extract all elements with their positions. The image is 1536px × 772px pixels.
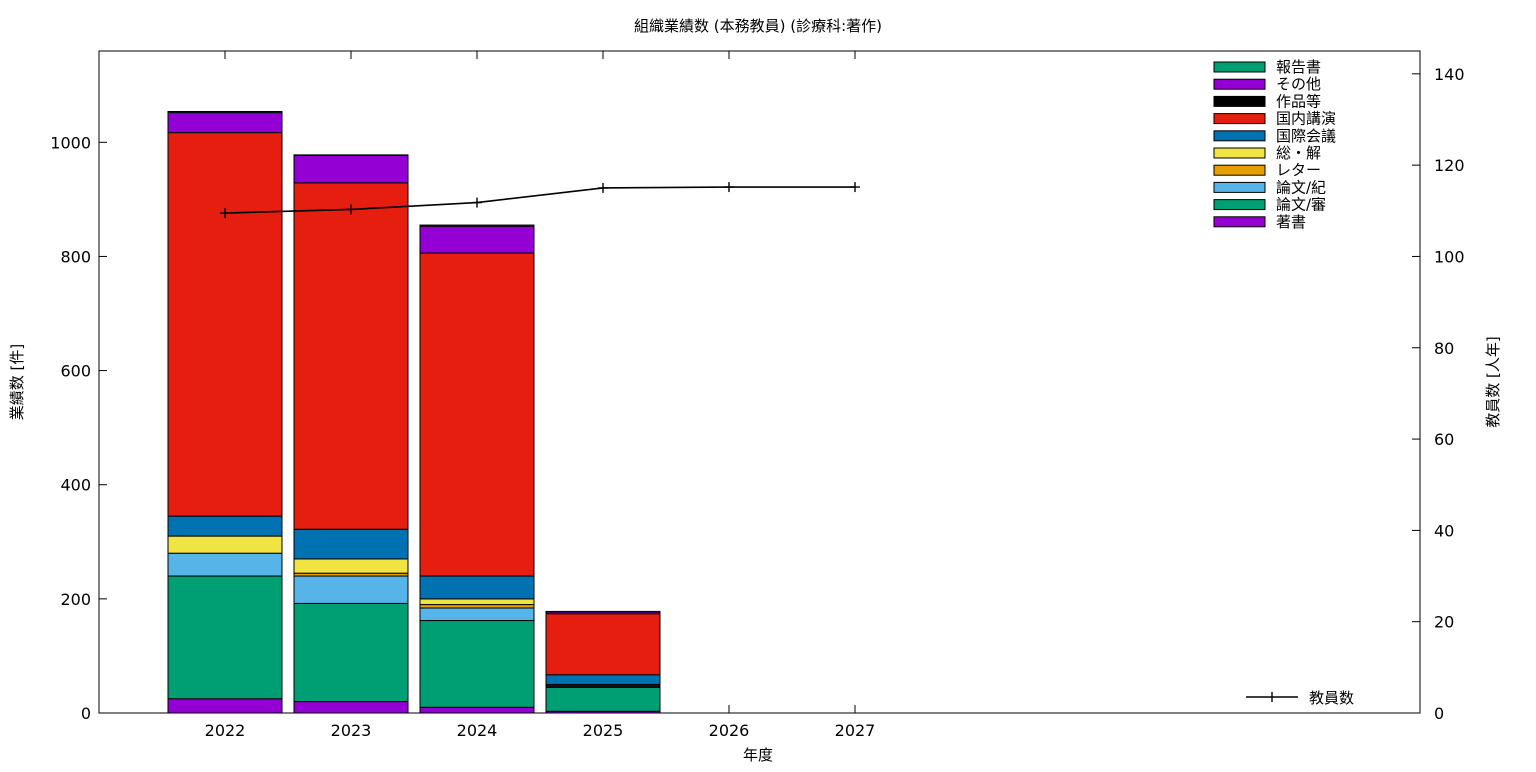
bar-segment-3 bbox=[419, 607, 535, 622]
bar-segment-5 bbox=[293, 558, 409, 574]
legend-swatch bbox=[1213, 95, 1266, 107]
y-axis-label: 業績数 [件] bbox=[8, 344, 26, 420]
bar-segment-6 bbox=[419, 575, 535, 600]
legend-swatch bbox=[1213, 78, 1266, 90]
legend-swatch bbox=[1213, 181, 1266, 193]
x-axis-label: 年度 bbox=[743, 746, 773, 764]
y-tick-label: 200 bbox=[60, 590, 91, 609]
legend-label: 論文/紀 bbox=[1276, 178, 1326, 196]
legend-swatch bbox=[1213, 130, 1266, 142]
bar-segment-2 bbox=[167, 575, 283, 700]
bar-segment-6 bbox=[545, 674, 661, 685]
legend-swatch bbox=[1213, 113, 1266, 125]
x-tick-label: 2023 bbox=[331, 721, 372, 740]
bar-segment-2 bbox=[293, 602, 409, 703]
bar-segment-7 bbox=[293, 182, 409, 530]
line-legend-label: 教員数 bbox=[1309, 689, 1354, 707]
y2-tick-label: 140 bbox=[1434, 65, 1465, 84]
bar-segment-10 bbox=[419, 224, 535, 227]
y-tick-label: 400 bbox=[60, 476, 91, 495]
y2-axis-label: 教員数 [人年] bbox=[1484, 336, 1502, 427]
bar-segment-9 bbox=[293, 154, 409, 184]
legend-swatch bbox=[1213, 216, 1266, 228]
bar-segment-1 bbox=[419, 706, 535, 714]
bar-segment-10 bbox=[167, 110, 283, 114]
bar-segment-1 bbox=[293, 701, 409, 714]
legend-label: 著書 bbox=[1276, 213, 1306, 231]
y2-tick-label: 20 bbox=[1434, 613, 1454, 632]
legend-label: 報告書 bbox=[1276, 58, 1321, 76]
line-series-path bbox=[224, 186, 855, 214]
x-tick-label: 2027 bbox=[835, 721, 876, 740]
y2-tick-label: 80 bbox=[1434, 339, 1454, 358]
legend-label: 国際会議 bbox=[1276, 127, 1336, 145]
bar-segment-9 bbox=[419, 225, 535, 254]
y2-tick-label: 60 bbox=[1434, 430, 1454, 449]
legend-swatch bbox=[1213, 164, 1266, 176]
bar-segment-7 bbox=[167, 132, 283, 517]
chart-title: 組織業績数 (本務教員) (診療科:著作) bbox=[634, 17, 882, 35]
y-tick-label: 800 bbox=[60, 247, 91, 266]
y-tick-label: 600 bbox=[60, 362, 91, 381]
x-tick-label: 2024 bbox=[457, 721, 498, 740]
bar-segment-10 bbox=[293, 154, 409, 156]
x-tick-label: 2025 bbox=[583, 721, 624, 740]
plot-layer: 0 200 400 600 800 1000 0 20 40 60 80 100 120 140 2022 2… bbox=[50, 50, 1465, 740]
bar-segment-2 bbox=[419, 620, 535, 708]
legend-label: その他 bbox=[1276, 75, 1321, 93]
bar-segment-9 bbox=[167, 112, 283, 134]
legend-swatch bbox=[1213, 199, 1266, 211]
bar-segment-7 bbox=[545, 613, 661, 676]
plot-frame bbox=[98, 50, 1421, 714]
legend-label: 作品等 bbox=[1276, 92, 1321, 110]
legend-label: 国内講演 bbox=[1276, 110, 1336, 128]
legend-label: レター bbox=[1276, 161, 1321, 179]
bar-segment-6 bbox=[167, 515, 283, 537]
y2-tick-label: 120 bbox=[1434, 156, 1465, 175]
bar-segment-4 bbox=[419, 604, 535, 609]
bar-segment-1 bbox=[167, 698, 283, 714]
bar-segment-5 bbox=[419, 598, 535, 606]
bar-segment-6 bbox=[293, 528, 409, 560]
legend-label: 論文/審 bbox=[1276, 196, 1326, 214]
y-tick-label: 1000 bbox=[50, 133, 91, 152]
legend-label: 総・解 bbox=[1276, 144, 1321, 162]
bar-segment-10 bbox=[545, 610, 661, 613]
y-tick-label: 0 bbox=[81, 704, 91, 723]
x-tick-label: 2026 bbox=[709, 721, 750, 740]
y2-tick-label: 100 bbox=[1434, 247, 1465, 266]
legend-swatch bbox=[1213, 61, 1266, 73]
legend-swatch bbox=[1213, 147, 1266, 159]
bar-segment-7 bbox=[419, 252, 535, 577]
bar-segment-5 bbox=[167, 535, 283, 554]
y2-tick-label: 0 bbox=[1434, 704, 1444, 723]
bar-segment-3 bbox=[293, 575, 409, 604]
bar-segment-3 bbox=[167, 552, 283, 577]
x-tick-label: 2022 bbox=[205, 721, 246, 740]
bar-segment-2 bbox=[545, 686, 661, 712]
y2-tick-label: 40 bbox=[1434, 521, 1454, 540]
